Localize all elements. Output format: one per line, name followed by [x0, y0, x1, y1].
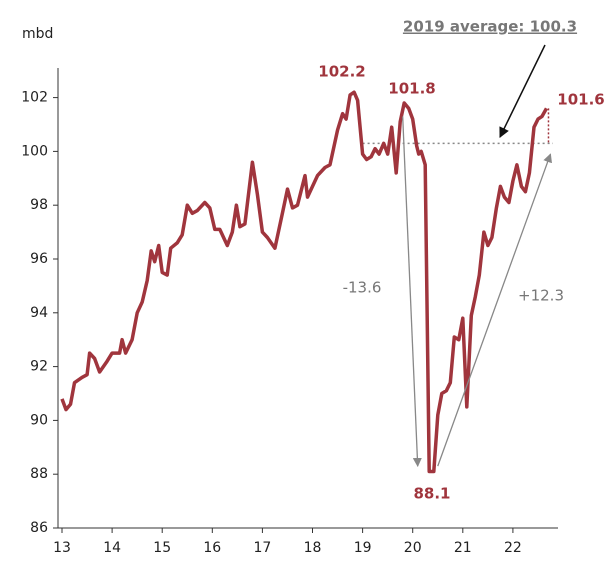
y-tick-label: 102	[21, 90, 48, 106]
trough-label: 88.1	[413, 485, 450, 503]
average-arrow	[499, 44, 546, 138]
y-axis-label: mbd	[22, 26, 53, 42]
y-tick-label: 92	[30, 359, 48, 375]
average-label: 2019 average: 100.3	[403, 18, 577, 36]
peak-label: 102.2	[318, 63, 365, 81]
change-label: +12.3	[518, 287, 564, 305]
x-tick-label: 19	[354, 540, 372, 556]
y-tick-label: 100	[21, 143, 48, 159]
x-tick-label: 21	[454, 540, 472, 556]
x-tick-label: 20	[404, 540, 422, 556]
y-tick-label: 88	[30, 466, 48, 482]
x-tick-label: 14	[103, 540, 121, 556]
x-tick-label: 17	[253, 540, 271, 556]
y-tick-label: 98	[30, 197, 48, 213]
peak-label: 101.6	[557, 91, 604, 109]
y-tick-label: 96	[30, 251, 48, 267]
y-tick-label: 86	[30, 520, 48, 536]
x-tick-label: 18	[304, 540, 322, 556]
data-line	[60, 90, 549, 474]
x-tick-label: 13	[53, 540, 71, 556]
x-tick-label: 15	[153, 540, 171, 556]
recovery-arrow	[437, 153, 552, 467]
y-tick-label: 90	[30, 412, 48, 428]
change-label: -13.6	[343, 279, 382, 297]
peak-label: 101.8	[388, 80, 435, 98]
x-tick-label: 16	[203, 540, 221, 556]
x-tick-label: 22	[504, 540, 522, 556]
y-tick-label: 94	[30, 305, 48, 321]
drop-arrow	[402, 116, 422, 468]
